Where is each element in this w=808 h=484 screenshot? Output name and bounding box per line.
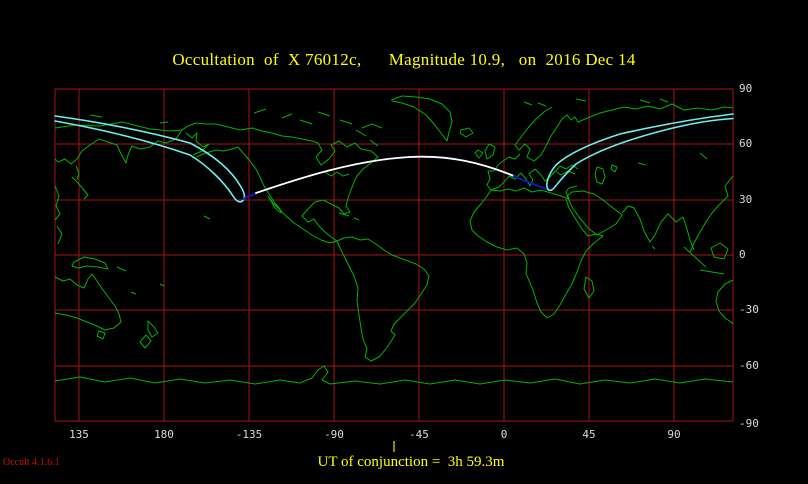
occultation-path	[54, 113, 734, 203]
center-line-night-west	[242, 192, 258, 200]
center-line-night-east	[513, 175, 547, 190]
lat-tick-60: 60	[739, 137, 753, 150]
east-limit-loop	[546, 113, 734, 192]
ut-conjunction-label: UT of conjunction = 3h 59.3m	[317, 454, 505, 470]
lon-tick-m90: -90	[324, 428, 344, 441]
lat-tick-m90: -90	[739, 417, 759, 430]
conjunction-longitude-tick	[393, 441, 395, 452]
lon-tick-m45: -45	[409, 428, 429, 441]
lat-tick-0: 0	[739, 248, 746, 261]
lon-tick-90: 90	[667, 428, 681, 441]
center-line-day	[255, 155, 515, 194]
lon-tick-180: 180	[154, 428, 174, 441]
lat-tick-90: 90	[739, 82, 753, 95]
plot-title: Occultation of X 76012c, Magnitude 10.9,…	[172, 50, 636, 69]
lat-tick-30: 30	[739, 193, 753, 206]
lon-tick-0: 0	[500, 428, 508, 441]
lon-tick-135: 135	[69, 428, 89, 441]
coastlines	[54, 95, 734, 385]
app-version-label: Occult 4.1.6.1	[3, 457, 60, 468]
lat-tick-m60: -60	[739, 359, 759, 372]
west-limit-loop	[54, 115, 246, 203]
lon-tick-45: 45	[582, 428, 596, 441]
graticule-grid	[54, 88, 734, 422]
lat-tick-m30: -30	[739, 303, 759, 316]
lon-tick-m135: -135	[235, 428, 263, 441]
